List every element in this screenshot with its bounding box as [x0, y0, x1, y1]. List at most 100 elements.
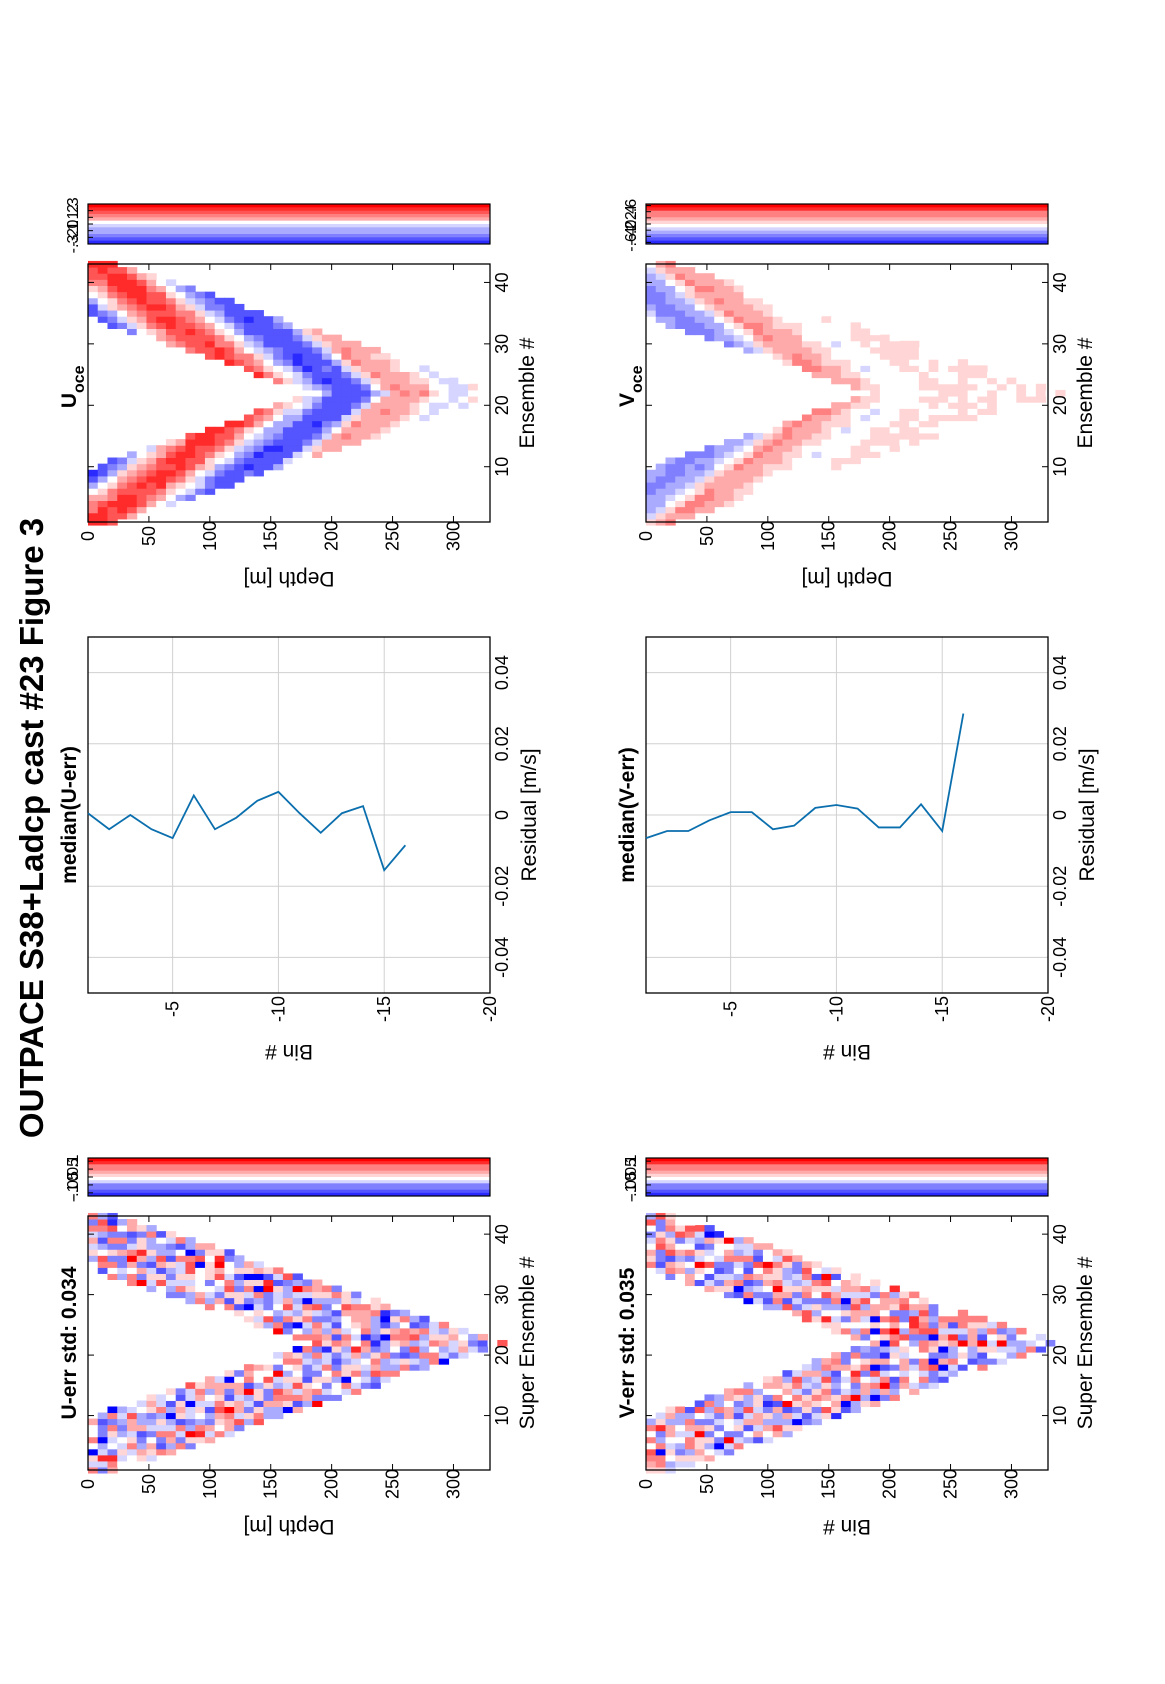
heatmap-cell	[675, 1406, 686, 1414]
heatmap-cell	[850, 432, 861, 440]
heatmap-cell	[704, 328, 715, 336]
heatmap-cell	[753, 451, 764, 458]
heatmap-cell	[850, 1370, 861, 1377]
heatmap-cell	[1006, 1352, 1017, 1359]
heatmap-cell	[938, 353, 949, 360]
heatmap-cell	[987, 371, 998, 379]
heatmap-cell	[214, 439, 225, 446]
heatmap-cell	[351, 1358, 362, 1365]
heatmap-cell	[117, 1412, 128, 1420]
heatmap-cell	[282, 1352, 294, 1359]
heatmap-cell	[370, 1309, 381, 1317]
heatmap-cell	[694, 316, 705, 323]
heatmap-cell	[743, 439, 754, 446]
heatmap-cell	[714, 488, 725, 495]
heatmap-cell	[899, 1309, 910, 1317]
heatmap-cell	[918, 1321, 930, 1329]
heatmap-cell	[675, 482, 686, 489]
heatmap-cell	[831, 414, 842, 422]
heatmap-cell	[704, 469, 715, 477]
heatmap-cell	[351, 1321, 362, 1329]
heatmap-cell	[214, 310, 225, 317]
heatmap-cell	[214, 457, 225, 465]
heatmap-cell	[107, 303, 118, 311]
heatmap-cell	[185, 1285, 196, 1293]
heatmap-cell	[694, 1442, 705, 1450]
heatmap-cell	[646, 1424, 657, 1432]
heatmap-cell	[117, 475, 128, 483]
heatmap-cell	[870, 1327, 881, 1335]
heatmap-cell	[185, 475, 196, 483]
x-tick-label: 10	[1050, 457, 1070, 477]
heatmap-cell	[331, 340, 342, 348]
heatmap-cell	[782, 432, 793, 440]
heatmap-cell	[399, 1370, 411, 1377]
heatmap-cell	[156, 1436, 167, 1444]
heatmap-cell	[899, 1382, 910, 1389]
heatmap-cell	[156, 279, 167, 286]
heatmap-cell	[204, 1273, 216, 1280]
heatmap-cell	[792, 1424, 803, 1432]
heatmap-cell	[909, 353, 920, 360]
heatmap-cell	[234, 322, 245, 329]
heatmap-cell	[782, 445, 793, 452]
heatmap-cell	[704, 1394, 715, 1401]
heatmap-cell	[753, 1394, 764, 1401]
heatmap-cell	[821, 340, 832, 348]
heatmap-cell	[253, 445, 264, 452]
heatmap-cell	[321, 1297, 333, 1305]
heatmap-cell	[860, 1346, 871, 1353]
heatmap-cell	[655, 273, 666, 280]
heatmap-cell	[282, 346, 294, 354]
heatmap-cell	[165, 1273, 177, 1280]
heatmap-cell	[753, 297, 764, 305]
heatmap-cell	[772, 328, 783, 336]
heatmap-cell	[675, 267, 686, 274]
heatmap-cell	[909, 1333, 920, 1341]
heatmap-cell	[156, 1267, 167, 1274]
heatmap-cell	[468, 1333, 479, 1341]
y-tick-label: 250	[383, 1469, 403, 1499]
heatmap-cell	[263, 365, 274, 372]
heatmap-cell	[704, 273, 715, 280]
heatmap-cell	[409, 1321, 420, 1329]
heatmap-cell	[889, 334, 900, 342]
heatmap-cell	[840, 1400, 852, 1407]
heatmap-cell	[879, 426, 891, 434]
y-tick-label: 150	[819, 521, 839, 551]
heatmap-cell	[146, 1261, 157, 1268]
heatmap-cell	[821, 1382, 832, 1389]
colorbar-swatch	[646, 1158, 1048, 1162]
heatmap-cell	[243, 1418, 255, 1426]
heatmap-cell	[273, 1394, 284, 1401]
heatmap-cell	[772, 353, 783, 360]
heatmap-cell	[753, 445, 764, 452]
heatmap-cell	[195, 451, 206, 458]
heatmap-cell	[723, 1448, 735, 1456]
heatmap-cell	[938, 377, 949, 385]
heatmap-cell	[292, 1358, 303, 1365]
heatmap-cell	[282, 365, 294, 372]
heatmap-cell	[801, 365, 813, 372]
heatmap-cell	[723, 1412, 735, 1420]
heatmap-cell	[743, 1267, 754, 1274]
heatmap-cell	[870, 334, 881, 342]
heatmap-cell	[821, 1291, 832, 1299]
heatmap-cell	[136, 328, 147, 336]
heatmap-cell	[438, 377, 450, 385]
heatmap-cell	[675, 285, 686, 293]
heatmap-cell	[850, 334, 861, 342]
heatmap-cell	[224, 1388, 235, 1395]
heatmap-cell	[360, 1333, 372, 1341]
heatmap-cell	[704, 1406, 715, 1414]
heatmap-cell	[1026, 389, 1037, 397]
heatmap-cell	[146, 1273, 157, 1280]
heatmap-cell	[782, 1303, 793, 1311]
heatmap-cell	[909, 389, 920, 397]
heatmap-cell	[821, 1297, 832, 1305]
heatmap-cell	[312, 426, 323, 434]
heatmap-cell	[743, 1412, 754, 1420]
heatmap-cell	[243, 1382, 255, 1389]
heatmap-cell	[204, 322, 216, 329]
heatmap-cell	[97, 279, 108, 286]
